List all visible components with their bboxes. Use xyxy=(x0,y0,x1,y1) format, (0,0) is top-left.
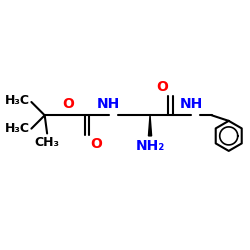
Text: O: O xyxy=(156,80,168,94)
Text: CH₃: CH₃ xyxy=(34,136,59,149)
Text: O: O xyxy=(90,136,102,150)
Text: NH: NH xyxy=(180,97,203,111)
Text: NH: NH xyxy=(97,97,120,111)
Polygon shape xyxy=(148,115,152,136)
Text: NH₂: NH₂ xyxy=(136,139,165,153)
Text: O: O xyxy=(62,97,74,111)
Text: H₃C: H₃C xyxy=(5,122,30,135)
Text: H₃C: H₃C xyxy=(5,94,30,107)
